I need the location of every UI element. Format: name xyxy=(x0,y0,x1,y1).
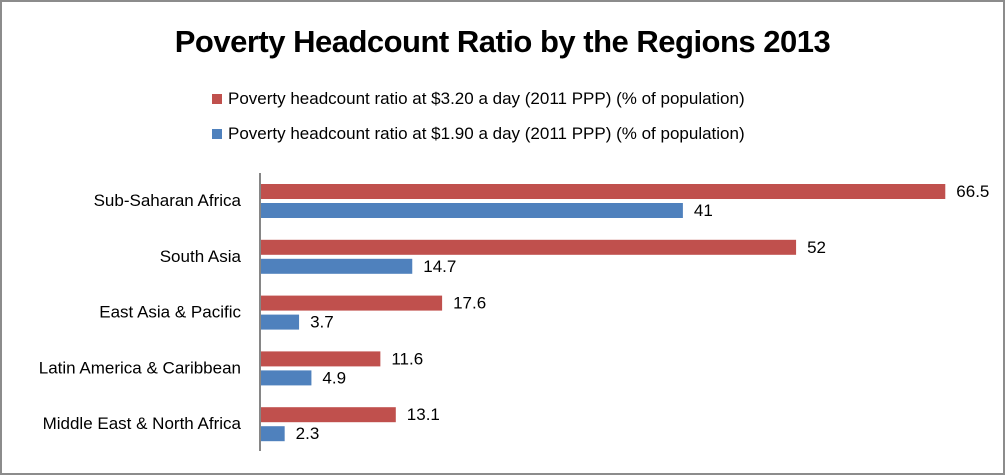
legend-entry-3-20: Poverty headcount ratio at $3.20 a day (… xyxy=(212,88,745,110)
data-label: 3.7 xyxy=(310,313,334,332)
bar-3-20 xyxy=(261,239,797,255)
bar-3-20 xyxy=(261,351,381,367)
legend-entry-1-90: Poverty headcount ratio at $1.90 a day (… xyxy=(212,123,745,145)
legend-swatch-red xyxy=(212,94,222,104)
data-label: 14.7 xyxy=(423,257,456,276)
legend-label: Poverty headcount ratio at $1.90 a day (… xyxy=(228,124,745,143)
data-label: 4.9 xyxy=(322,368,346,387)
category-label: Latin America & Caribbean xyxy=(39,358,241,377)
data-label: 17.6 xyxy=(453,294,486,313)
bar-3-20 xyxy=(261,295,443,311)
data-label: 2.3 xyxy=(296,424,320,443)
legend-label: Poverty headcount ratio at $3.20 a day (… xyxy=(228,89,745,108)
data-label: 11.6 xyxy=(391,349,423,368)
legend-swatch-blue xyxy=(212,129,222,139)
data-label: 41 xyxy=(694,201,713,220)
category-label: Middle East & North Africa xyxy=(43,414,242,433)
bar-1-90 xyxy=(261,426,285,442)
data-label: 13.1 xyxy=(407,405,440,424)
bar-1-90 xyxy=(261,314,300,330)
bar-1-90 xyxy=(261,258,413,274)
bar-3-20 xyxy=(261,407,396,423)
chart-title: Poverty Headcount Ratio by the Regions 2… xyxy=(174,24,831,59)
category-label: Sub-Saharan Africa xyxy=(94,191,242,210)
category-label: East Asia & Pacific xyxy=(99,303,241,322)
bar-1-90 xyxy=(261,203,683,218)
data-label: 52 xyxy=(807,238,826,257)
data-label: 66.5 xyxy=(956,182,989,201)
category-label: South Asia xyxy=(160,247,242,266)
bar-3-20 xyxy=(261,184,946,199)
bar-1-90 xyxy=(261,370,312,386)
